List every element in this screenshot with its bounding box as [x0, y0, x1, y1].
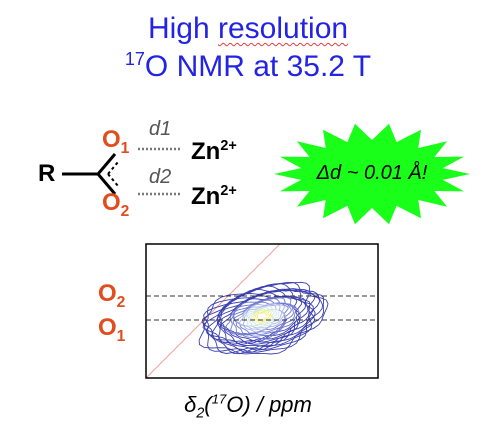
contour-ring: [247, 307, 278, 327]
x-axis-label: δ2(17O) / ppm: [184, 391, 312, 422]
zinc-ion-2: Zn2+: [191, 183, 237, 210]
carbon-o2-bond: [96, 173, 117, 195]
o2-label: O2: [102, 189, 130, 220]
contour-map: [198, 281, 329, 355]
spectrum-o1-label: O1: [98, 314, 126, 345]
delocalized-bond-upper: [107, 161, 119, 175]
d2-label: d2: [149, 166, 172, 188]
contour-ring: [248, 308, 275, 326]
title-spellcheck-word: resolution: [217, 12, 349, 45]
callout-text: Δd ~ 0.01 Å!: [316, 162, 428, 184]
contour-ring: [205, 288, 316, 351]
contour-ring: [256, 312, 268, 321]
delocalized-bond-lower: [107, 173, 119, 187]
carbon-o1-bond: [96, 153, 117, 175]
contour-ring: [217, 289, 311, 345]
contour-ring: [203, 283, 323, 354]
contour-ring: [238, 304, 285, 331]
r-group-label: R: [38, 160, 56, 187]
plot-frame: [145, 243, 379, 379]
diagonal-line: [146, 244, 281, 378]
title-isotope-superscript: 17: [124, 49, 145, 69]
contour-ring: [235, 303, 287, 333]
starburst-shape: [274, 123, 470, 225]
o1-label: O1: [102, 126, 130, 157]
contour-ring: [224, 297, 300, 340]
spectrum-o2-label: O2: [98, 280, 126, 311]
title-line-2: 17O NMR at 35.2 T: [124, 49, 372, 83]
d1-label: d1: [149, 118, 172, 140]
contour-ring: [253, 311, 271, 323]
contour-ring: [218, 290, 309, 345]
contour-ring: [232, 298, 294, 336]
starburst-callout: [274, 123, 470, 225]
zinc-ion-1: Zn2+: [191, 138, 237, 165]
title-line-1: High resolution: [147, 12, 349, 45]
